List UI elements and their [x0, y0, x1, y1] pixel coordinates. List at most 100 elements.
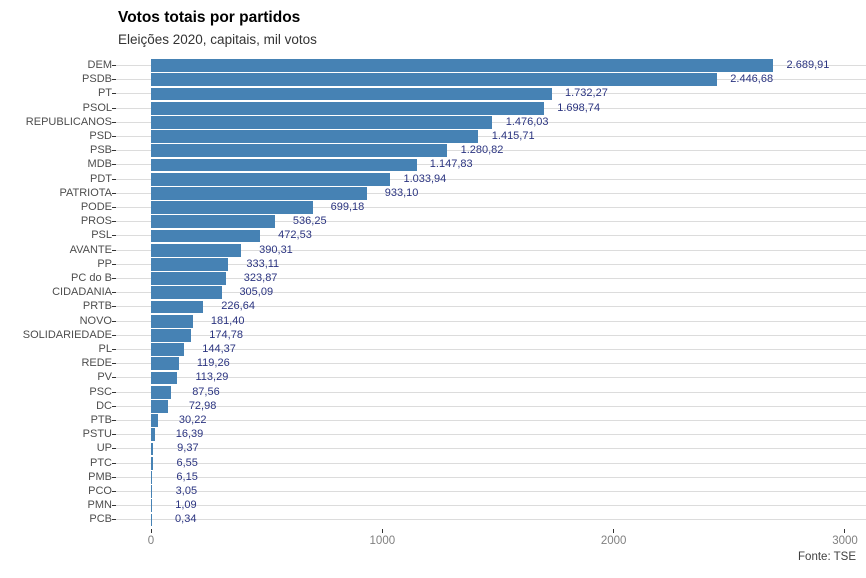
value-label: 174,78	[209, 328, 243, 341]
bar	[151, 371, 178, 385]
y-axis-tick	[112, 107, 116, 109]
bar	[151, 115, 493, 129]
value-label: 87,56	[192, 385, 220, 398]
y-axis-label: UP	[96, 442, 112, 455]
bar	[151, 144, 448, 158]
value-label: 181,40	[210, 314, 245, 327]
y-gridline	[116, 306, 866, 308]
bar	[151, 300, 204, 314]
y-axis-label: PCO	[88, 485, 112, 498]
y-gridline	[116, 263, 866, 265]
bar	[151, 428, 155, 442]
y-gridline	[116, 235, 866, 237]
y-gridline	[116, 519, 866, 521]
bar	[151, 101, 544, 115]
y-axis-tick	[112, 278, 116, 280]
value-label: 536,25	[292, 215, 327, 228]
bar	[151, 257, 229, 271]
y-gridline	[116, 278, 866, 280]
value-label: 3,05	[175, 485, 198, 498]
y-axis-tick	[112, 178, 116, 180]
y-gridline	[116, 505, 866, 507]
bar	[151, 158, 417, 172]
y-axis-tick	[112, 334, 116, 336]
value-label: 323,87	[243, 272, 278, 285]
y-axis-tick	[112, 420, 116, 422]
y-axis-label: PSC	[89, 385, 112, 398]
y-axis-label: PSTU	[82, 428, 112, 441]
y-axis-label: CIDADANIA	[52, 286, 112, 299]
x-axis-tick-label: 3000	[832, 534, 858, 547]
y-axis-label: PSDB	[82, 73, 112, 86]
y-axis-tick	[112, 349, 116, 351]
bar	[151, 328, 192, 342]
y-axis-tick	[112, 505, 116, 507]
y-axis-label: PTB	[90, 414, 112, 427]
y-axis-label: PCB	[89, 513, 112, 526]
y-gridline	[116, 420, 866, 422]
value-label: 333,11	[246, 257, 280, 270]
bar	[151, 215, 276, 229]
bar	[151, 343, 185, 356]
y-axis-label: PT	[97, 87, 112, 100]
value-label: 390,31	[259, 243, 293, 256]
y-axis-tick	[112, 164, 116, 166]
value-label: 1.033,94	[403, 172, 447, 185]
y-gridline	[116, 391, 866, 393]
value-label: 9,37	[177, 442, 199, 455]
y-axis-tick	[112, 221, 116, 223]
bar	[151, 186, 367, 200]
value-label: 119,26	[196, 357, 230, 370]
y-gridline	[116, 334, 866, 336]
bar	[151, 59, 774, 72]
y-gridline	[116, 136, 866, 137]
y-axis-label: PP	[97, 257, 112, 270]
bar	[151, 485, 152, 498]
y-axis-label: PDT	[90, 172, 112, 185]
y-axis-label: PC do B	[71, 272, 112, 285]
value-label: 30,22	[178, 414, 207, 427]
y-axis-label: PMB	[88, 470, 112, 483]
y-axis-tick	[112, 65, 116, 66]
value-label: 144,37	[202, 343, 236, 356]
y-axis-label: PMN	[87, 499, 112, 512]
y-axis-label: PSD	[89, 130, 112, 142]
chart-title: Votos totais por partidos	[118, 9, 301, 26]
y-axis-label: PODE	[80, 201, 112, 214]
y-axis-tick	[112, 79, 116, 81]
y-gridline	[116, 462, 866, 464]
x-axis-tick	[844, 528, 846, 533]
y-axis-tick	[112, 292, 116, 294]
y-axis-label: SOLIDARIEDADE	[22, 328, 112, 341]
value-label: 6,15	[176, 470, 198, 483]
value-label: 472,53	[278, 229, 312, 242]
y-axis-label: PATRIOTA	[59, 186, 112, 199]
x-axis-tick-label: 1000	[369, 534, 396, 547]
y-gridline	[116, 192, 866, 194]
y-axis-tick	[112, 235, 116, 237]
y-axis-label: PROS	[80, 215, 112, 228]
y-axis-tick	[112, 207, 116, 209]
y-gridline	[116, 207, 866, 209]
bar	[151, 272, 226, 285]
value-label: 305,09	[239, 286, 274, 299]
bar	[151, 456, 153, 470]
value-label: 1.415,71	[491, 130, 535, 142]
chart-subtitle: Eleições 2020, capitais, mil votos	[118, 32, 317, 47]
y-axis-tick	[112, 306, 116, 308]
bar	[151, 442, 154, 456]
y-axis-tick	[112, 391, 116, 393]
y-axis-label: DEM	[87, 59, 112, 71]
y-gridline	[116, 320, 866, 322]
y-gridline	[116, 377, 866, 379]
y-axis-tick	[112, 519, 116, 521]
y-axis-tick	[112, 93, 116, 95]
value-label: 1.476,03	[505, 115, 549, 128]
y-axis-tick	[112, 476, 116, 478]
y-axis-label: PSOL	[82, 101, 112, 114]
value-label: 699,18	[330, 201, 365, 214]
y-axis-tick	[112, 405, 116, 407]
bar	[151, 229, 261, 243]
y-axis-label: DC	[96, 399, 112, 412]
